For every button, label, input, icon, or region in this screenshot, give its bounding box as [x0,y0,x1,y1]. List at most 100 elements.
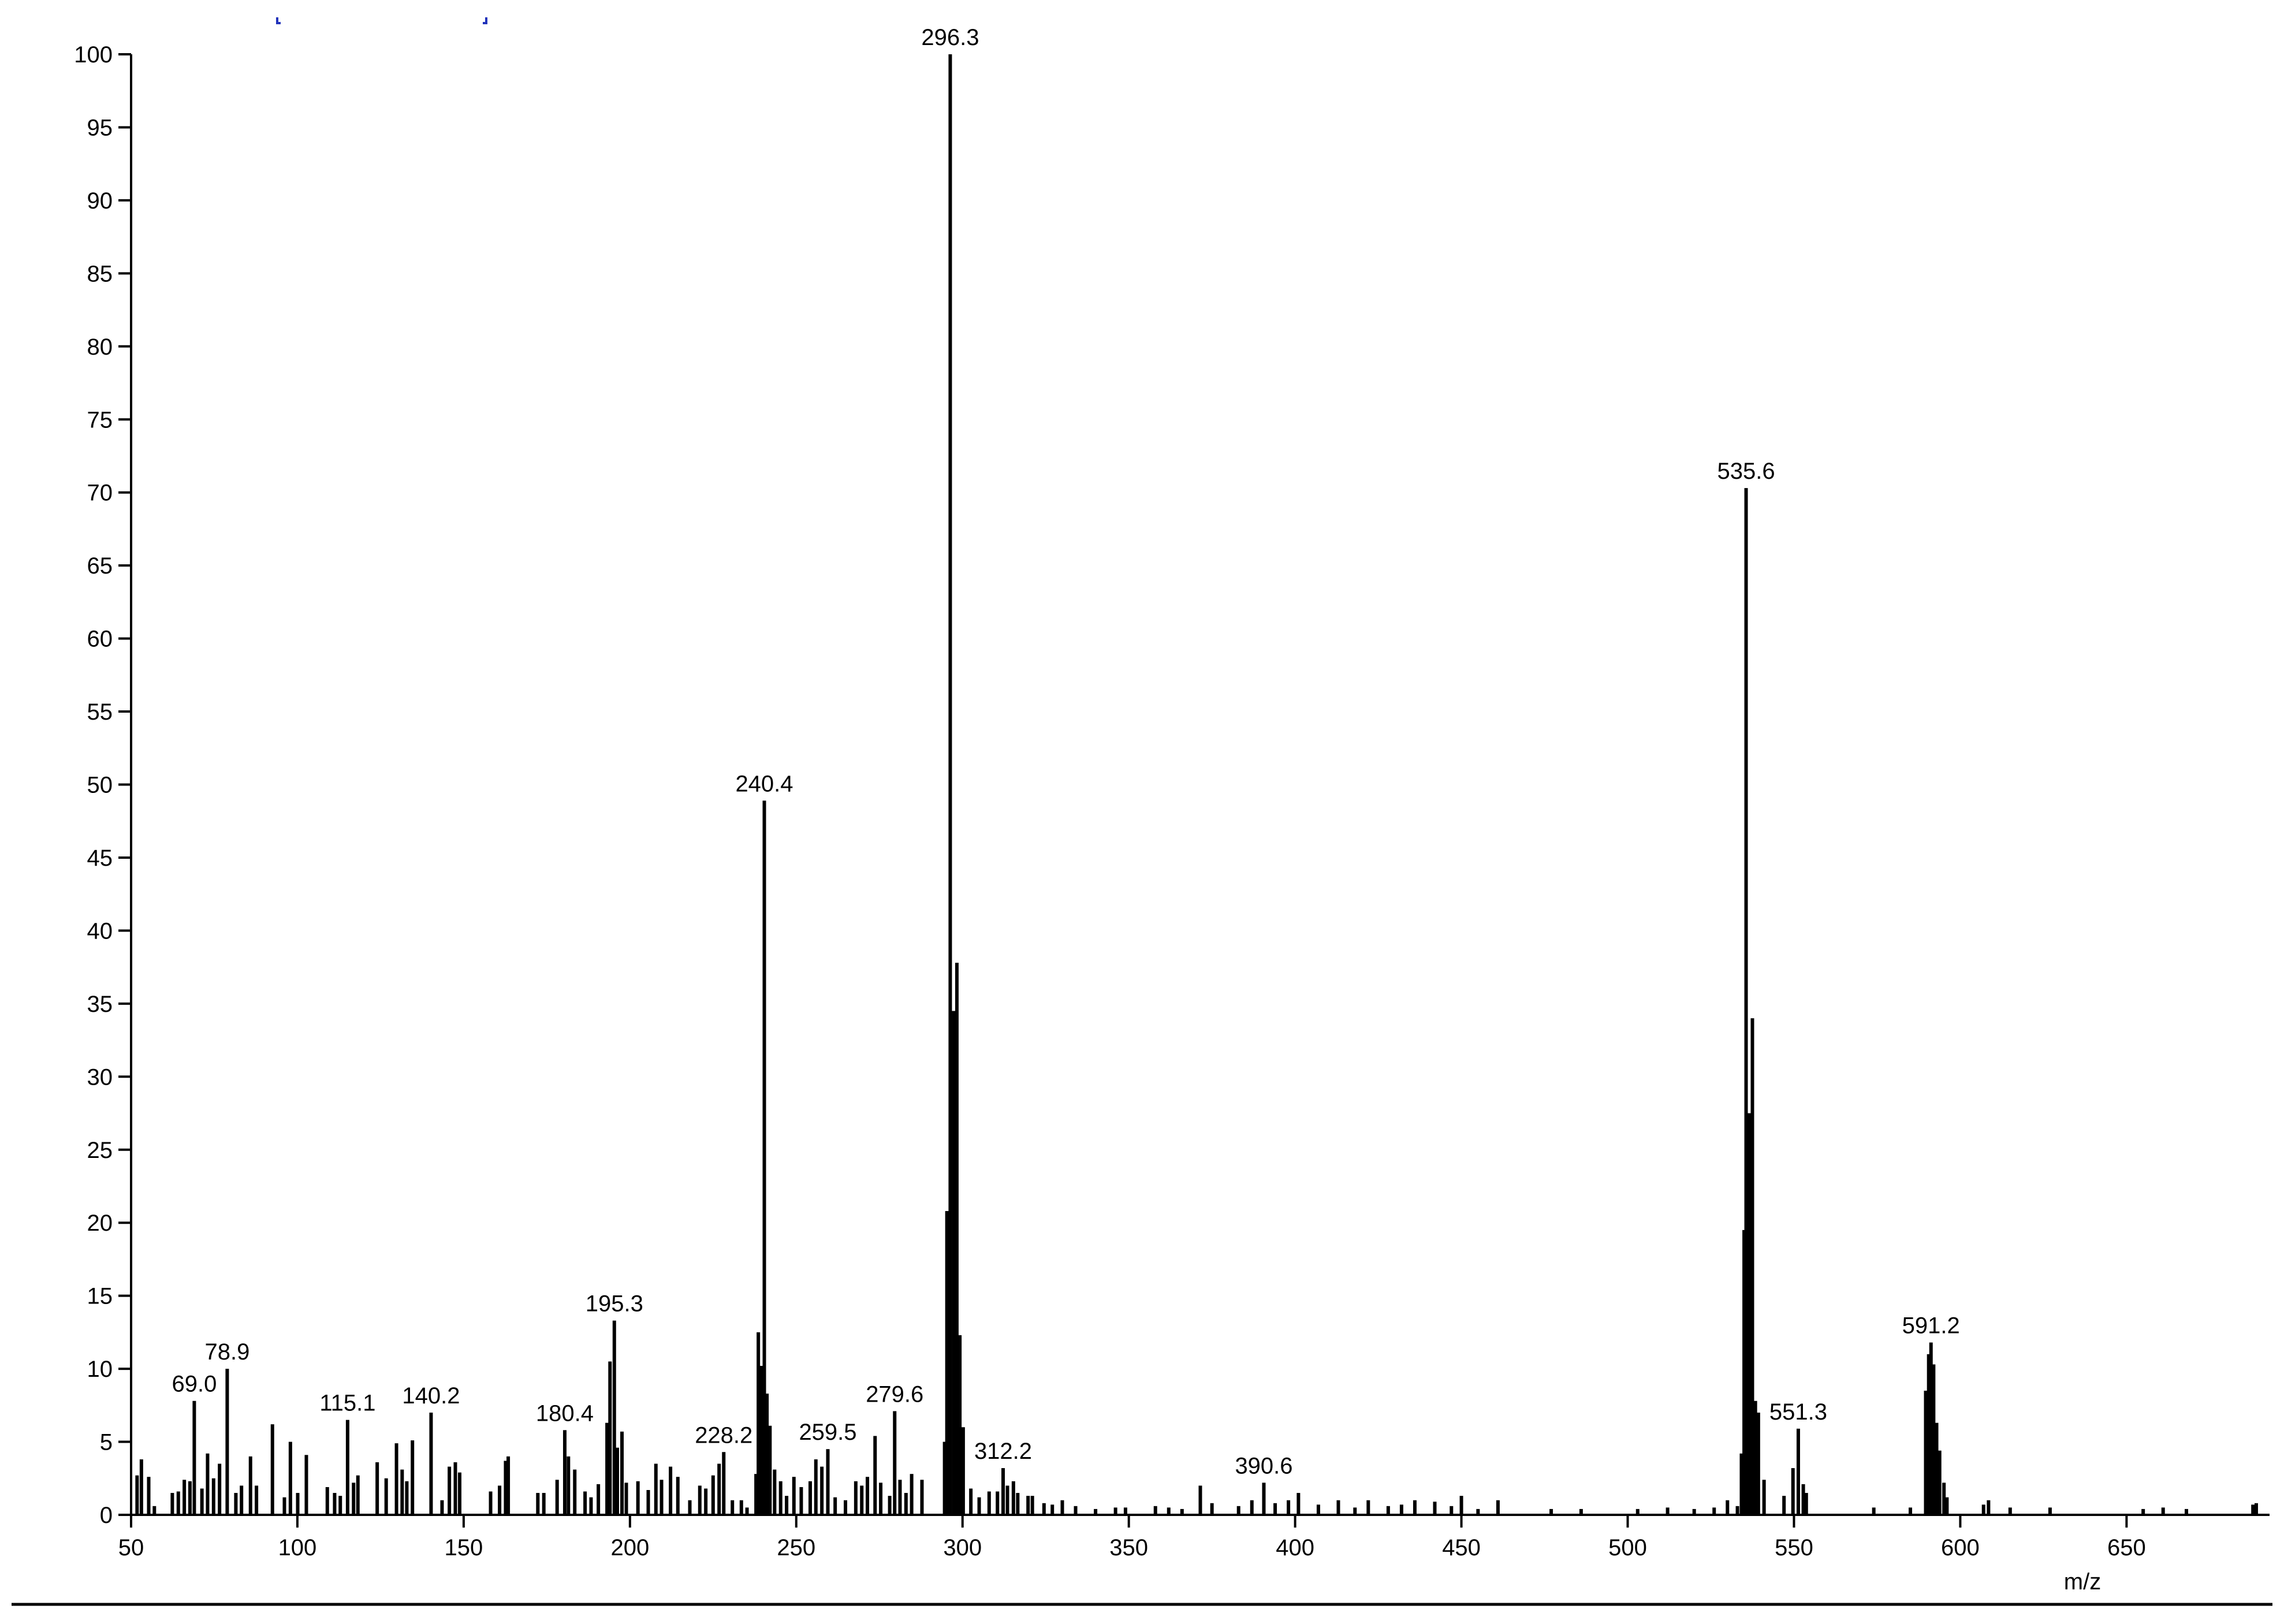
peak [296,1493,300,1515]
peak [820,1466,824,1515]
y-tick-label: 95 [87,115,113,140]
peak [1011,1481,1015,1515]
peak [1236,1506,1240,1515]
peak-label: 296.3 [921,25,979,50]
peak [1549,1508,1553,1515]
peak [1756,1412,1760,1515]
peak [1935,1422,1939,1515]
peak [762,800,766,1515]
peak [1782,1496,1786,1515]
peak [1336,1500,1340,1515]
peak [139,1459,143,1515]
peak-label: 591.2 [1902,1313,1960,1339]
peak [384,1478,388,1515]
y-tick-label: 35 [87,992,113,1017]
peak [255,1485,259,1515]
peak [1712,1507,1716,1515]
x-tick-label: 250 [777,1535,815,1560]
peak [147,1477,151,1515]
peak-label: 140.2 [402,1383,460,1409]
peak [1927,1354,1931,1515]
peak [646,1490,650,1515]
peak [282,1497,286,1515]
y-tick-label: 0 [100,1503,113,1528]
peak [1180,1508,1184,1515]
y-tick-label: 70 [87,481,113,506]
peak [375,1462,379,1515]
peak [1801,1484,1805,1515]
peak [833,1497,837,1515]
peak [1250,1500,1254,1515]
peak [969,1488,973,1515]
peak [536,1493,540,1515]
peak [206,1453,210,1515]
peak [1167,1507,1171,1515]
peak [1030,1496,1034,1515]
peak [400,1469,404,1515]
peak [799,1487,803,1515]
peak-label: 78.9 [205,1339,250,1365]
peak [270,1424,274,1515]
peak [288,1442,292,1515]
peak [2008,1507,2012,1515]
peak [597,1484,601,1515]
peak [739,1500,743,1515]
peak [996,1491,1000,1515]
peak [1450,1506,1454,1515]
peak [200,1488,204,1515]
peak [1016,1493,1020,1515]
peak [1981,1504,1985,1515]
peak [1942,1483,1946,1515]
peak [958,1335,962,1515]
peak [866,1477,870,1515]
peak [567,1456,571,1515]
peak-label: 551.3 [1769,1399,1827,1425]
y-tick-label: 20 [87,1210,113,1236]
peak [717,1463,721,1515]
y-tick-label: 90 [87,188,113,214]
peak [1060,1500,1064,1515]
peak [1762,1480,1766,1515]
peak [698,1485,702,1515]
peak [722,1452,726,1515]
y-tick-label: 45 [87,845,113,871]
peak-label: 69.0 [172,1372,217,1397]
peak [2251,1504,2255,1515]
peak [1791,1468,1795,1515]
peak [888,1496,892,1515]
peak [234,1493,238,1515]
peak [345,1420,349,1515]
x-tick-label: 650 [2107,1535,2146,1560]
peak [2185,1508,2189,1515]
peak [325,1487,329,1515]
peak [338,1496,342,1515]
peak [1753,1400,1757,1515]
peak [573,1469,577,1515]
peak [660,1480,664,1515]
peak [2141,1508,2145,1515]
peak [1413,1500,1417,1515]
peak [589,1497,593,1515]
peak [1433,1502,1437,1515]
peak [785,1496,789,1515]
peak-label: 240.4 [735,771,793,796]
peak [893,1411,897,1515]
peak [765,1394,769,1515]
peak [945,1210,949,1515]
cropped-marker [276,17,487,24]
peak [612,1320,616,1515]
peak [948,54,952,1515]
peak [1262,1483,1266,1515]
peak [504,1461,508,1515]
peak-label: 228.2 [695,1422,752,1448]
peak [440,1500,444,1515]
peak [711,1475,715,1515]
peak [135,1475,139,1515]
peak [356,1475,360,1515]
peak-label: 535.6 [1717,459,1775,484]
peak [2048,1507,2052,1515]
peak [405,1481,409,1515]
peak [987,1491,991,1515]
peak [1287,1500,1291,1515]
